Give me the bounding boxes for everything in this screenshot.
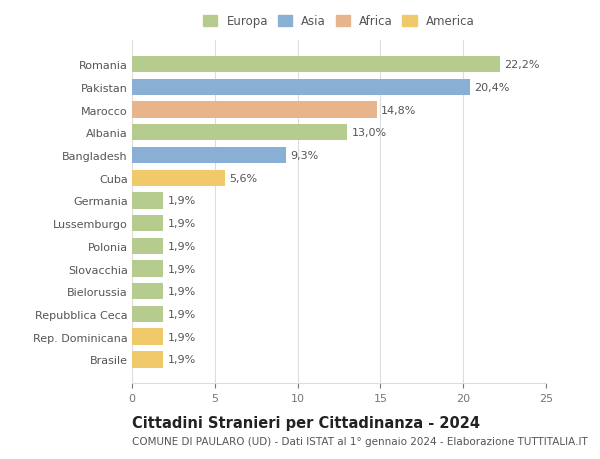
Text: 1,9%: 1,9% [167,332,196,342]
Bar [132,102,377,118]
Text: 1,9%: 1,9% [167,354,196,364]
Text: 20,4%: 20,4% [474,83,509,93]
Bar [132,125,347,141]
Bar [132,284,163,300]
Text: 9,3%: 9,3% [290,151,319,161]
Text: 1,9%: 1,9% [167,241,196,251]
Bar [132,170,225,186]
Text: 14,8%: 14,8% [381,105,416,115]
Text: 1,9%: 1,9% [167,218,196,229]
Bar [132,306,163,322]
Text: 1,9%: 1,9% [167,309,196,319]
Bar [132,147,286,164]
Bar [132,329,163,345]
Bar [132,57,500,73]
Text: 13,0%: 13,0% [352,128,386,138]
Bar [132,352,163,368]
Text: 5,6%: 5,6% [229,174,257,183]
Text: 1,9%: 1,9% [167,196,196,206]
Text: 1,9%: 1,9% [167,286,196,297]
Text: COMUNE DI PAULARO (UD) - Dati ISTAT al 1° gennaio 2024 - Elaborazione TUTTITALIA: COMUNE DI PAULARO (UD) - Dati ISTAT al 1… [132,436,588,446]
Bar [132,238,163,254]
Text: 1,9%: 1,9% [167,264,196,274]
Bar [132,261,163,277]
Text: Cittadini Stranieri per Cittadinanza - 2024: Cittadini Stranieri per Cittadinanza - 2… [132,415,480,431]
Bar [132,79,470,96]
Legend: Europa, Asia, Africa, America: Europa, Asia, Africa, America [201,13,477,31]
Text: 22,2%: 22,2% [504,60,539,70]
Bar [132,215,163,232]
Bar [132,193,163,209]
